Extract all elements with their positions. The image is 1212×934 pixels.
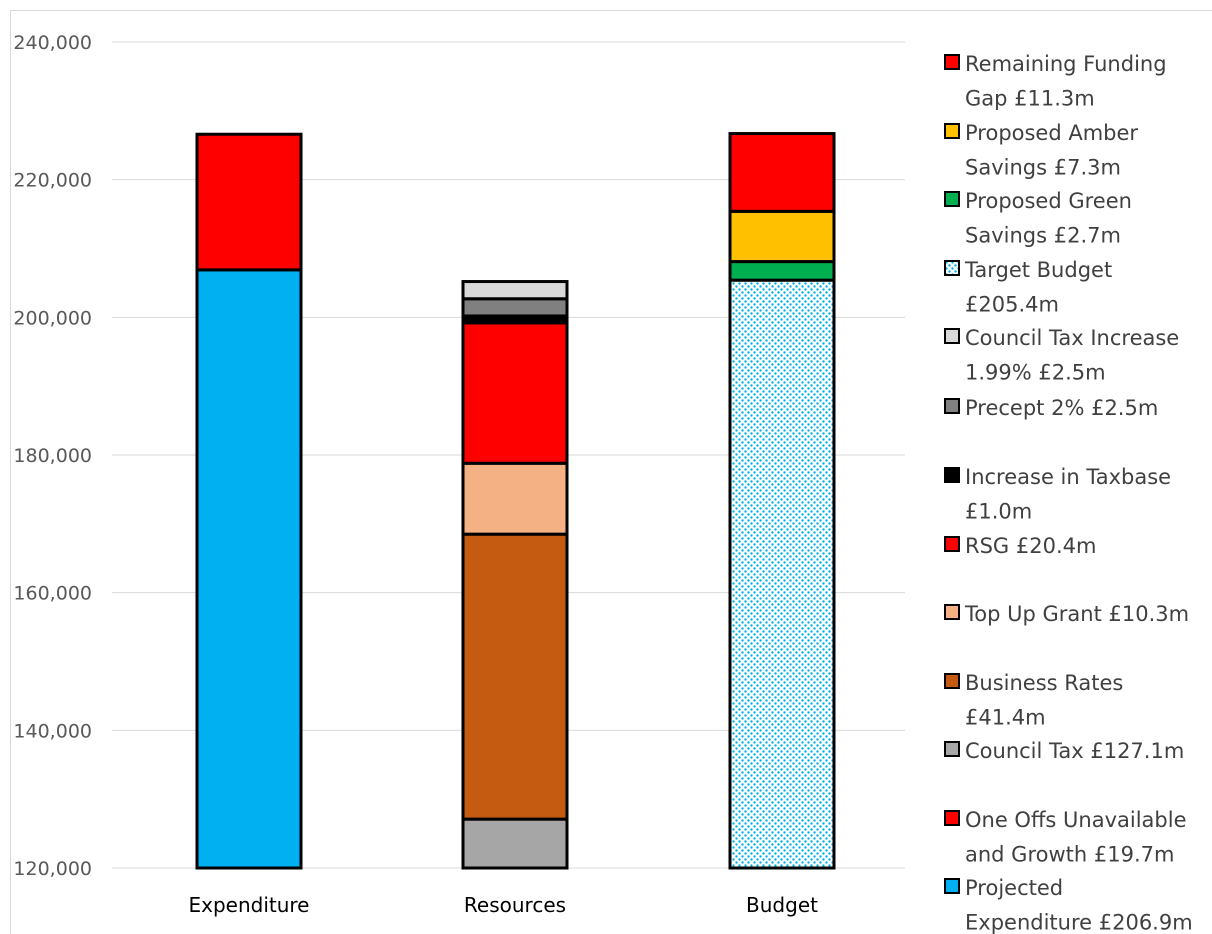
legend-label-gap: Remaining Funding bbox=[965, 52, 1167, 76]
x-axis-labels: Expenditure Resources Budget bbox=[188, 893, 818, 917]
legend-label-green: Proposed Green bbox=[965, 189, 1132, 213]
bar-segment-green-budget bbox=[728, 260, 836, 282]
legend: Remaining Funding Gap £11.3m Proposed Ambe… bbox=[944, 52, 1193, 934]
bar-segment-counciltax-resources bbox=[461, 817, 569, 870]
legend-swatch-ctincrease bbox=[944, 328, 960, 344]
legend-swatch-business bbox=[944, 673, 960, 689]
legend-swatch-amber bbox=[944, 123, 960, 139]
y-tick-label: 140,000 bbox=[13, 720, 92, 742]
y-tick-label: 120,000 bbox=[13, 858, 92, 880]
legend-swatch-precept bbox=[944, 398, 960, 414]
legend-label-projected: Expenditure £206.9m bbox=[965, 911, 1193, 934]
legend-label-amber: Proposed Amber bbox=[965, 121, 1138, 145]
legend-label-gap: Gap £11.3m bbox=[965, 87, 1095, 111]
legend-label-ctincrease: 1.99% £2.5m bbox=[965, 361, 1106, 385]
legend-label-oneoffs: One Offs Unavailable bbox=[965, 808, 1187, 832]
y-tick-label: 220,000 bbox=[13, 170, 92, 192]
legend-swatch-rsg bbox=[944, 536, 960, 552]
legend-label-target: Target Budget bbox=[964, 258, 1112, 282]
legend-swatch-green bbox=[944, 191, 960, 207]
bar-segment-gap-budget bbox=[728, 132, 836, 213]
x-category-label: Resources bbox=[464, 893, 566, 917]
legend-label-taxbase: Increase in Taxbase bbox=[965, 465, 1171, 489]
bar-segment-amber-budget bbox=[728, 209, 836, 264]
legend-label-business: Business Rates bbox=[965, 671, 1123, 695]
legend-label-business: £41.4m bbox=[965, 706, 1046, 730]
x-category-label: Expenditure bbox=[188, 893, 309, 917]
legend-label-projected: Projected bbox=[965, 876, 1063, 900]
y-tick-label: 200,000 bbox=[13, 307, 92, 329]
bars bbox=[195, 132, 836, 870]
legend-label-target: £205.4m bbox=[965, 293, 1059, 317]
legend-label-green: Savings £2.7m bbox=[965, 224, 1121, 248]
legend-label-ctincrease: Council Tax Increase bbox=[965, 326, 1179, 350]
legend-swatch-topup bbox=[944, 604, 960, 620]
bar-segment-topup-resources bbox=[461, 461, 569, 536]
legend-swatch-projected bbox=[944, 878, 960, 894]
y-axis-ticks: 120,000 140,000 160,000 180,000 200,000 220,0… bbox=[13, 32, 92, 880]
legend-swatch-counciltax bbox=[944, 741, 960, 757]
legend-label-precept: Precept 2% £2.5m bbox=[965, 396, 1158, 420]
legend-label-rsg: RSG £20.4m bbox=[965, 534, 1096, 558]
bar-segment-precept-resources bbox=[461, 297, 569, 318]
legend-label-oneoffs: and Growth £19.7m bbox=[965, 843, 1174, 867]
legend-label-amber: Savings £7.3m bbox=[965, 156, 1121, 180]
bar-segment-oneoffs-expenditure bbox=[195, 132, 303, 272]
y-tick-label: 160,000 bbox=[13, 583, 92, 605]
bar-segment-target-budget bbox=[728, 278, 836, 870]
legend-swatch-gap bbox=[944, 54, 960, 70]
legend-swatch-taxbase bbox=[944, 467, 960, 483]
legend-label-taxbase: £1.0m bbox=[965, 500, 1032, 524]
legend-swatch-target bbox=[944, 260, 960, 276]
y-tick-label: 240,000 bbox=[13, 32, 92, 54]
legend-label-counciltax: Council Tax £127.1m bbox=[965, 739, 1184, 763]
bar-segment-projected-expenditure bbox=[195, 268, 303, 870]
bar-segment-business-resources bbox=[461, 532, 569, 821]
legend-label-topup: Top Up Grant £10.3m bbox=[964, 602, 1189, 626]
bar-segment-ctincrease-resources bbox=[461, 280, 569, 301]
bar-segment-rsg-resources bbox=[461, 321, 569, 465]
y-tick-label: 180,000 bbox=[13, 445, 92, 467]
legend-swatch-oneoffs bbox=[944, 810, 960, 826]
chart-frame bbox=[10, 10, 1212, 934]
x-category-label: Budget bbox=[746, 893, 818, 917]
